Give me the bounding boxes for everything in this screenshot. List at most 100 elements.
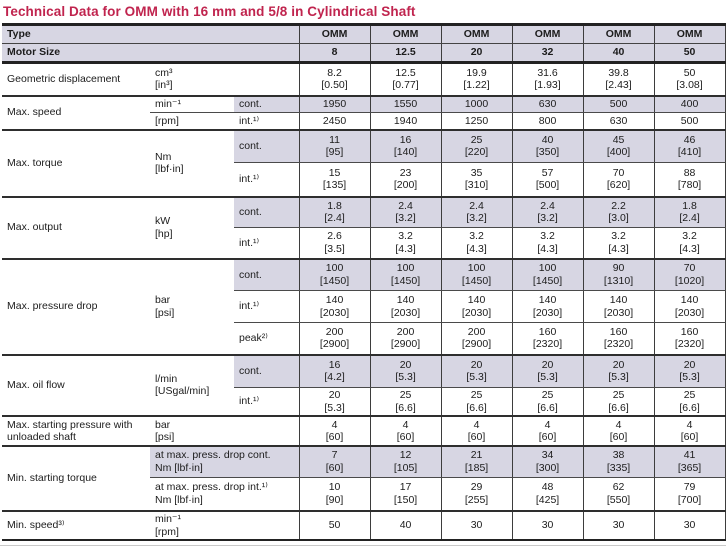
data-cell: 20 [5.3] [582,353,655,388]
data-cell: 90 [1310] [582,257,655,291]
data-cell: 41 [365] [653,445,726,478]
condition-cell: at max. press. drop cont. Nm [lbf·in] [150,445,300,478]
data-cell: 70 [620] [582,162,655,197]
row-label-max-output: Max. output [2,195,150,259]
data-cell: 79 [700] [653,477,726,511]
unit-cell: l/min [USgal/min] [150,353,234,416]
data-cell: 12 [105] [369,445,442,478]
data-cell: 1250 [440,112,513,130]
data-cell: 17 [150] [369,477,442,511]
motor-size-cell: 32 [511,43,584,64]
data-cell: 2.4 [3.2] [511,195,584,228]
type-cell: OMM [653,23,726,44]
data-cell: 19.9 [1.22] [440,61,513,96]
row-label-max-oil-flow: Max. oil flow [2,353,150,416]
data-cell: 10 [90] [298,477,371,511]
row-max-pressure-drop-peak: peak²⁾ 200 [2900] 200 [2900] 200 [2900] … [2,322,726,355]
type-cell: OMM [440,23,513,44]
motor-size-row: Motor Size 8 12.5 20 32 40 50 [2,43,726,64]
data-cell: 39.8 [2.43] [582,61,655,96]
row-max-output-cont: Max. output kW [hp] cont. 1.8 [2.4] 2.4 … [2,195,726,259]
data-cell: 48 [425] [511,477,584,511]
data-cell: 630 [582,112,655,130]
condition-cell: int.¹⁾ [239,395,260,408]
motor-size-cell: 12.5 [369,43,442,64]
row-geometric-displacement: Geometric displacement cm³ [in³] 8.2 [0.… [2,61,726,96]
data-cell: 25 [6.6] [369,387,442,416]
data-cell: 29 [255] [440,477,513,511]
data-cell: 11 [95] [298,128,371,163]
data-cell: 500 [582,94,655,113]
data-cell: 3.2 [4.3] [582,227,655,259]
unit-cell: bar [psi] [150,257,234,355]
row-min-speed: Min. speed³⁾ min⁻¹ [rpm] 50 40 30 30 30 … [2,510,726,541]
data-cell: 16 [140] [369,128,442,163]
row-max-torque-int: int.¹⁾ 15 [135] 23 [200] 35 [310] 57 [50… [2,162,726,197]
row-label-max-pressure-drop: Max. pressure drop [2,257,150,355]
data-cell: 25 [6.6] [582,387,655,416]
data-cell: 23 [200] [369,162,442,197]
data-cell: 20 [5.3] [298,387,371,416]
data-cell: 3.2 [4.3] [369,227,442,259]
data-cell: 88 [780] [653,162,726,197]
data-cell: 45 [400] [582,128,655,163]
type-cell: OMM [511,23,584,44]
data-cell: 200 [2900] [298,322,371,355]
data-cell: 4 [60] [582,415,655,446]
unit-cell: Nm [lbf·in] [150,128,234,197]
data-cell: 200 [2900] [440,322,513,355]
row-label-max-speed: Max. speed [2,94,150,130]
condition-cell: cont. [234,128,300,163]
data-cell: 160 [2320] [582,322,655,355]
data-cell: 100 [1450] [369,257,442,291]
row-max-oil-flow-int: int.¹⁾ 20 [5.3] 25 [6.6] 25 [6.6] 25 [6.… [2,387,726,416]
unit-cell: kW [hp] [150,195,234,259]
data-cell: 50 [3.08] [653,61,726,96]
data-cell: 7 [60] [298,445,371,478]
data-cell: 46 [410] [653,128,726,163]
data-cell: 30 [440,510,513,541]
data-cell: 25 [6.6] [511,387,584,416]
data-cell: 8.2 [0.50] [298,61,371,96]
row-label-max-starting-pressure: Max. starting pressure with unloaded sha… [2,415,150,446]
data-cell: 20 [5.3] [369,353,442,388]
motor-size-cell: 50 [653,43,726,64]
row-label-min-speed: Min. speed³⁾ [2,510,150,541]
data-cell: 1.8 [2.4] [653,195,726,228]
row-label-geometric-displacement: Geometric displacement [2,61,150,96]
data-cell: 40 [350] [511,128,584,163]
data-cell: 3.2 [4.3] [440,227,513,259]
data-cell: 12.5 [0.77] [369,61,442,96]
type-cell: OMM [298,23,371,44]
data-cell: 400 [653,94,726,113]
data-cell: 160 [2320] [511,322,584,355]
row-min-starting-torque-cont: Min. starting torque at max. press. drop… [2,445,726,511]
condition-cell: int.¹⁾ [239,114,260,127]
data-cell: 34 [300] [511,445,584,478]
data-cell: 2.6 [3.5] [298,227,371,259]
unit-cell: [rpm] [155,114,179,127]
data-cell: 140 [2030] [511,290,584,323]
condition-cell: int.¹⁾ [239,173,260,185]
condition-cell: cont. [234,195,300,228]
data-cell: 25 [6.6] [440,387,513,416]
row-max-pressure-drop-cont: Max. pressure drop bar [psi] cont. 100 [… [2,257,726,355]
technical-data-table: Type OMM OMM OMM OMM OMM OMM Motor Size … [2,23,726,541]
data-cell: 4 [60] [369,415,442,446]
condition-cell: int.¹⁾ [239,236,260,249]
condition-cell: int.¹⁾ [234,290,300,323]
data-cell: 20 [5.3] [440,353,513,388]
data-cell: 140 [2030] [369,290,442,323]
data-cell: 57 [500] [511,162,584,197]
row-max-speed-int: [rpm] int.¹⁾ 2450 1940 1250 800 630 500 [2,112,726,130]
data-cell: 30 [511,510,584,541]
data-cell: 1.8 [2.4] [298,195,371,228]
data-cell: 62 [550] [582,477,655,511]
row-max-oil-flow-cont: Max. oil flow l/min [USgal/min] cont. 16… [2,353,726,416]
data-cell: 15 [135] [298,162,371,197]
condition-cell: cont. [234,353,300,388]
page-title: Technical Data for OMM with 16 mm and 5/… [3,4,416,19]
data-cell: 16 [4.2] [298,353,371,388]
type-cell: OMM [582,23,655,44]
data-cell: 1950 [298,94,371,113]
